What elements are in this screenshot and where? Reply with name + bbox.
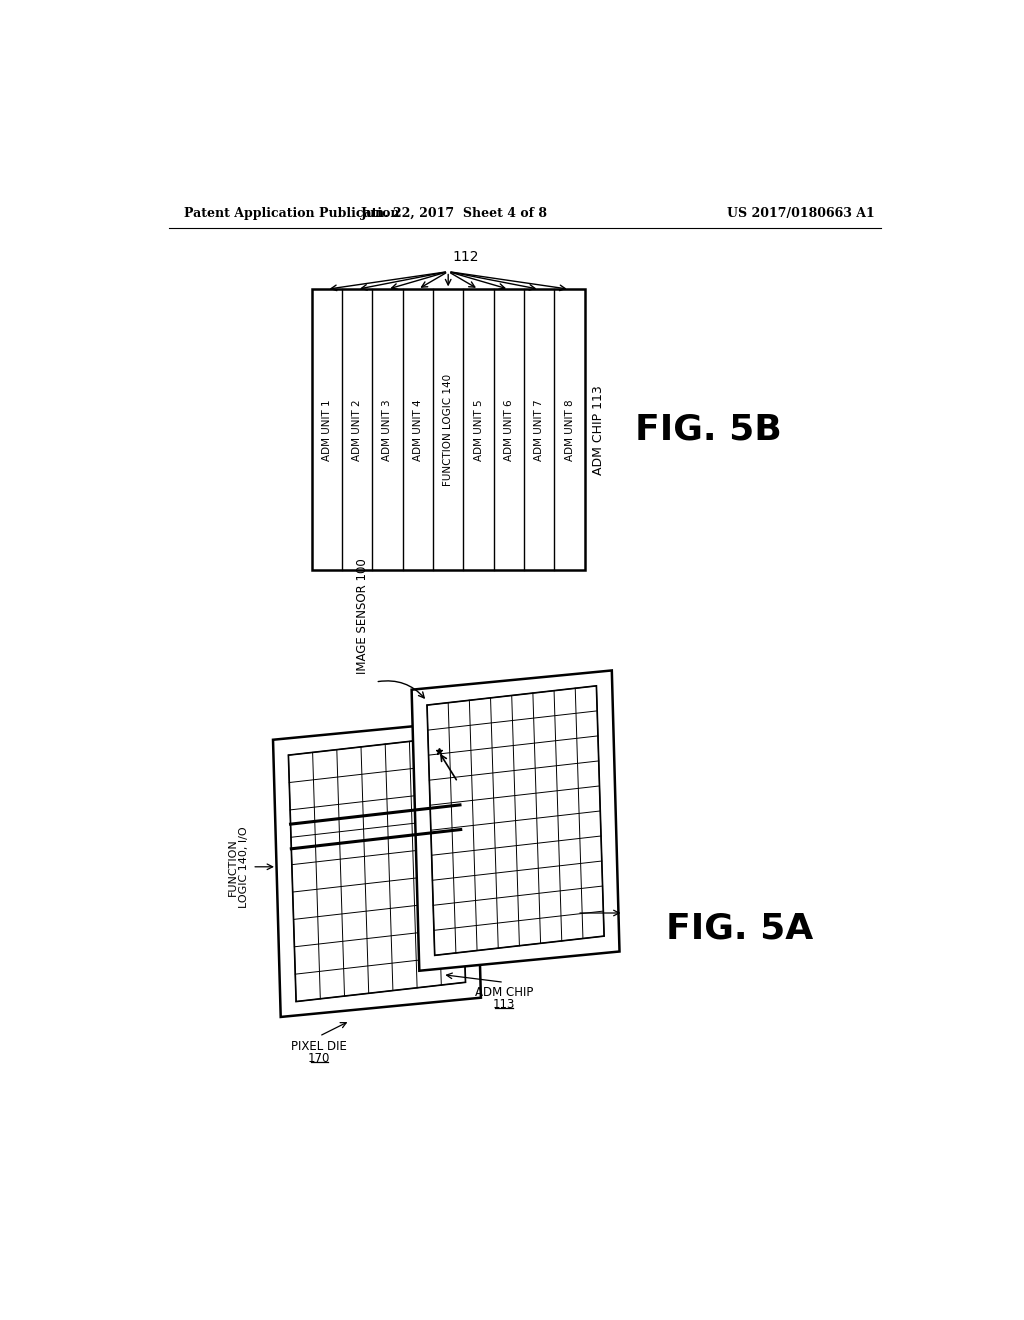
Text: US 2017/0180663 A1: US 2017/0180663 A1 [727, 207, 874, 220]
Text: ADM CHIP: ADM CHIP [475, 986, 534, 999]
Polygon shape [412, 671, 620, 970]
Text: ADM UNIT 8: ADM UNIT 8 [564, 399, 574, 461]
Polygon shape [427, 686, 604, 956]
Text: IMAGE SENSOR 100: IMAGE SENSOR 100 [356, 558, 370, 675]
Text: Patent Application Publication: Patent Application Publication [184, 207, 400, 220]
Text: 112: 112 [453, 249, 479, 264]
Text: FIG. 5A: FIG. 5A [666, 911, 813, 945]
Polygon shape [289, 737, 466, 1002]
Text: ADM UNIT 7: ADM UNIT 7 [535, 399, 545, 461]
Text: FIG. 5B: FIG. 5B [635, 413, 781, 447]
Text: ADM UNIT 1: ADM UNIT 1 [322, 399, 332, 461]
Text: ADM UNIT 4: ADM UNIT 4 [413, 399, 423, 461]
Bar [311, 289, 585, 570]
Text: 113: 113 [493, 998, 515, 1011]
Text: FUNCTION
LOGIC 140, I/O: FUNCTION LOGIC 140, I/O [227, 826, 249, 908]
Text: ADM UNIT 3: ADM UNIT 3 [382, 399, 392, 461]
Text: FUNCTION
LOGIC 140, I/O: FUNCTION LOGIC 140, I/O [581, 873, 602, 954]
Text: ADM UNIT 2: ADM UNIT 2 [352, 399, 362, 461]
Text: PIXEL DIE: PIXEL DIE [291, 1040, 347, 1053]
Polygon shape [273, 721, 481, 1016]
Text: ADM UNIT 6: ADM UNIT 6 [504, 399, 514, 461]
Text: FUNCTION LOGIC 140: FUNCTION LOGIC 140 [443, 374, 454, 486]
Text: ADM UNIT 5: ADM UNIT 5 [473, 399, 483, 461]
Text: ADM CHIP 113: ADM CHIP 113 [592, 385, 605, 475]
Text: Jun. 22, 2017  Sheet 4 of 8: Jun. 22, 2017 Sheet 4 of 8 [360, 207, 548, 220]
Text: 170: 170 [308, 1052, 331, 1065]
